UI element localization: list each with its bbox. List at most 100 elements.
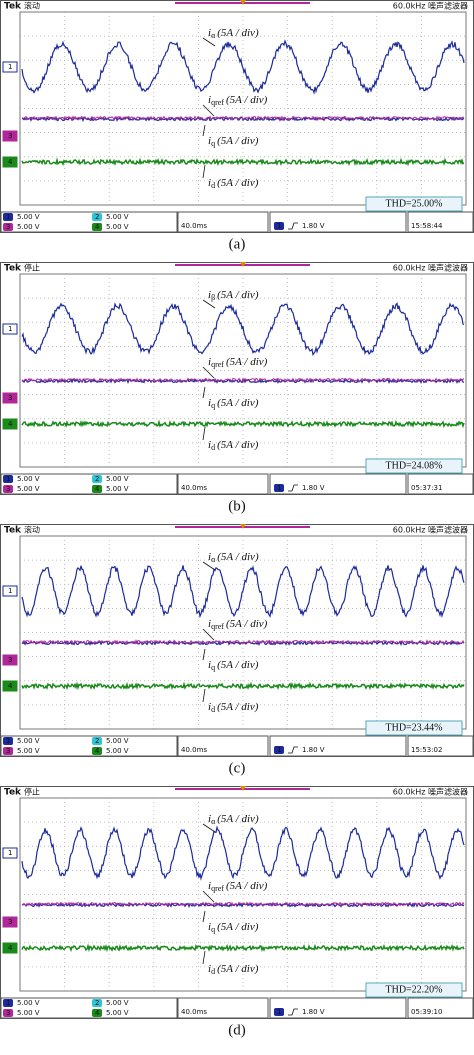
label-arrow — [202, 164, 206, 179]
thd-box — [365, 196, 463, 212]
label-unit: (5A / div) — [217, 813, 259, 825]
trigger-ch: 1 — [277, 746, 281, 754]
label-arrow — [202, 628, 215, 641]
channel-scale: 5.00 V — [17, 737, 40, 745]
channel-badge — [92, 223, 102, 231]
label-unit: (5A / div) — [226, 880, 268, 892]
label-main: i — [208, 135, 211, 147]
thd-box — [365, 982, 463, 998]
signal-label: iq (5A / div) — [208, 397, 259, 410]
label-main: i — [208, 551, 211, 563]
channel-scale: 5.00 V — [106, 737, 129, 745]
label-sub: α — [211, 555, 216, 564]
channel-num: 1 — [6, 999, 10, 1007]
timebase: 40.0ms — [181, 484, 207, 492]
label-unit: (5A / div) — [217, 963, 259, 975]
channel-marker-label: 3 — [8, 394, 12, 402]
channel-marker — [2, 847, 18, 859]
channel-num: 3 — [6, 485, 10, 493]
caption: (b) — [228, 498, 246, 514]
label-unit: (5A / div) — [217, 659, 259, 671]
channel-marker-label: 4 — [8, 944, 13, 952]
label-arrow — [202, 426, 206, 441]
clock-time: 05:37:31 — [411, 484, 442, 492]
label-sub: α — [211, 817, 216, 826]
label-arrow — [202, 648, 206, 661]
trigger-level: 1.80 V — [302, 746, 325, 754]
channel-badge — [3, 475, 13, 483]
timebase: 40.0ms — [181, 1008, 207, 1016]
channel-marker-label: 1 — [8, 587, 12, 595]
channel-marker-label: 1 — [8, 849, 12, 857]
header-right: 60.0kHz 噪声滤波器 — [393, 525, 468, 535]
channel-marker-label: 1 — [8, 325, 12, 333]
caption: (a) — [229, 236, 246, 252]
label-sub: qref — [211, 360, 224, 369]
thd-box — [365, 458, 463, 474]
waveform-ch4 — [21, 157, 465, 167]
channel-scale: 5.00 V — [17, 223, 40, 231]
label-arrow — [202, 950, 206, 965]
label-sub: qref — [211, 98, 224, 107]
signal-label: id (5A / div) — [208, 177, 259, 190]
label-main: i — [208, 659, 211, 671]
clock-time: 15:58:44 — [411, 222, 443, 230]
label-main: i — [208, 701, 211, 713]
readout-box — [0, 473, 178, 495]
label-main: i — [208, 397, 211, 409]
channel-marker — [2, 392, 18, 404]
channel-num: 1 — [6, 475, 10, 483]
channel-marker — [2, 585, 18, 597]
label-sub: β — [211, 293, 215, 302]
signal-label: iβ (5A / div) — [208, 289, 259, 302]
channel-marker — [2, 156, 18, 168]
channel-badge — [3, 223, 13, 231]
label-sub: d — [211, 181, 215, 190]
trigger-ch: 1 — [277, 484, 281, 492]
channel-badge — [92, 999, 102, 1007]
label-unit: (5A / div) — [217, 397, 259, 409]
channel-badge — [3, 737, 13, 745]
label-main: i — [208, 94, 211, 106]
trigger-slope — [288, 222, 298, 230]
label-arrow — [202, 386, 206, 399]
label-main: i — [208, 813, 211, 825]
thd: THD=24.08% — [385, 460, 442, 471]
channel-badge — [3, 485, 13, 493]
label-unit: (5A / div) — [217, 439, 259, 451]
channel-marker — [2, 418, 18, 430]
channel-scale: 5.00 V — [106, 475, 129, 483]
waveform-ch1 — [21, 825, 465, 881]
channel-scale: 5.00 V — [106, 1009, 129, 1017]
waveform-ch4 — [21, 681, 465, 691]
clock-time: 05:39:10 — [411, 1008, 442, 1016]
channel-marker-label: 3 — [8, 132, 12, 140]
timebase-box — [177, 997, 269, 1019]
signal-label: iqref (5A / div) — [208, 94, 268, 107]
label-unit: (5A / div) — [217, 27, 259, 39]
trigger-box — [269, 997, 407, 1019]
timebase-box — [177, 211, 269, 233]
channel-scale: 5.00 V — [17, 485, 40, 493]
channel-badge — [92, 1009, 102, 1017]
label-unit: (5A / div) — [217, 177, 259, 189]
channel-num: 2 — [95, 737, 99, 745]
timebase-box — [177, 473, 269, 495]
signal-label: iq (5A / div) — [208, 659, 259, 672]
trigger-badge — [274, 746, 284, 754]
trigger-badge — [274, 222, 284, 230]
channel-badge — [3, 213, 13, 221]
trigger-slope — [288, 1008, 298, 1016]
channel-num: 3 — [6, 1009, 10, 1017]
channel-marker-label: 3 — [8, 918, 12, 926]
channel-num: 4 — [95, 223, 100, 231]
time-box — [407, 211, 474, 233]
label-sub: d — [211, 443, 215, 452]
trigger-slope — [288, 484, 298, 492]
label-unit: (5A / div) — [217, 289, 259, 301]
trigger-box — [269, 211, 407, 233]
mode: 滚动 — [24, 525, 40, 535]
thd-box — [365, 720, 463, 736]
signal-label: id (5A / div) — [208, 963, 259, 976]
